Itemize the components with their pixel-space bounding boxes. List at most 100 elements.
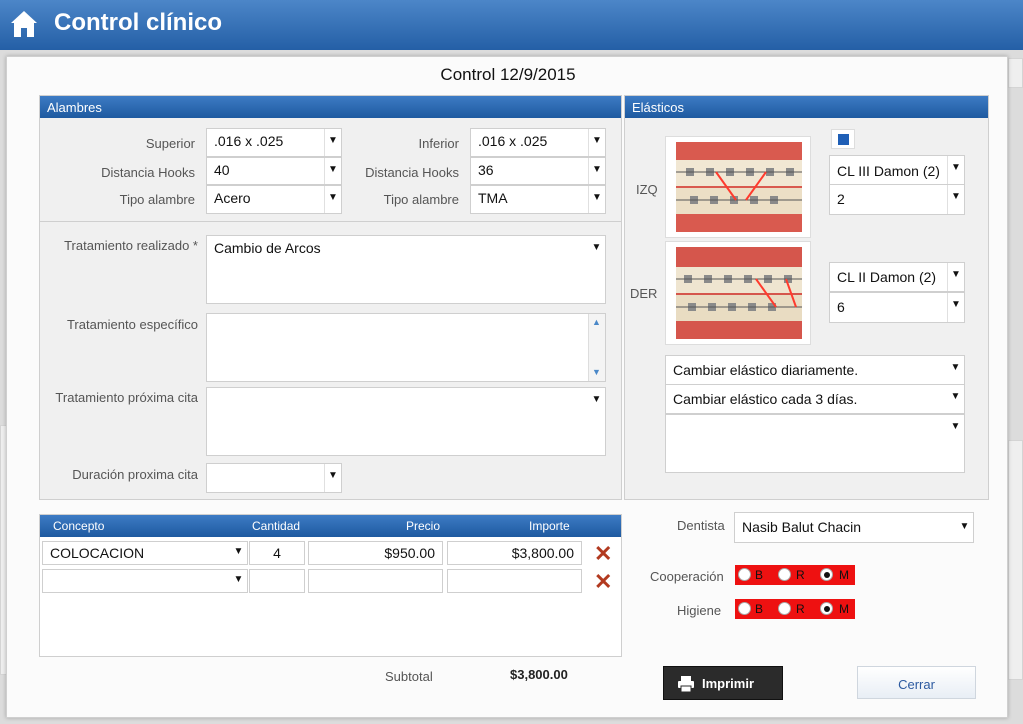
- izq-elastic-count-select[interactable]: 2 ▼: [829, 184, 965, 215]
- higiene-radio-b[interactable]: [738, 602, 751, 615]
- delete-row-icon[interactable]: ✕: [594, 541, 613, 566]
- color-toggle[interactable]: [831, 129, 855, 149]
- dropdown-arrow-icon: ▼: [947, 356, 964, 384]
- superior-label: Superior: [145, 136, 195, 151]
- delete-row-icon[interactable]: ✕: [594, 569, 613, 594]
- instruction-select-1[interactable]: Cambiar elástico diariamente. ▼: [665, 355, 965, 385]
- row2-cantidad-input[interactable]: [249, 569, 305, 593]
- trat-proxima-select[interactable]: ▼: [206, 387, 606, 456]
- dentista-select[interactable]: Nasib Balut Chacin ▼: [734, 512, 974, 543]
- row1-concepto-select[interactable]: COLOCACION ▼: [42, 541, 248, 565]
- background-panel: [1008, 440, 1023, 680]
- izq-photo[interactable]: [665, 136, 811, 238]
- tipo-inf-label: Tipo alambre: [383, 192, 459, 207]
- izq-label: IZQ: [636, 182, 658, 197]
- distancia-inf-select[interactable]: 36 ▼: [470, 157, 606, 185]
- der-photo[interactable]: [665, 241, 811, 345]
- dropdown-arrow-icon: ▼: [324, 129, 341, 156]
- dropdown-arrow-icon: ▼: [324, 464, 341, 492]
- square-icon: [838, 134, 849, 145]
- dentista-label: Dentista: [677, 518, 725, 533]
- scroll-up-icon[interactable]: ▲: [592, 317, 601, 327]
- cooperacion-radio-r[interactable]: [778, 568, 791, 581]
- subtotal-value: $3,800.00: [510, 667, 568, 682]
- dropdown-arrow-icon: ▼: [947, 263, 964, 291]
- cooperacion-radio-b[interactable]: [738, 568, 751, 581]
- dropdown-arrow-icon: ▼: [324, 186, 341, 213]
- der-elastic-type-select[interactable]: CL II Damon (2) ▼: [829, 262, 965, 292]
- row1-cantidad-input[interactable]: 4: [249, 541, 305, 565]
- table-header: Concepto Cantidad Precio Importe: [40, 515, 621, 537]
- col-concepto-header: Concepto: [53, 519, 105, 533]
- row2-importe-input[interactable]: [447, 569, 582, 593]
- row2-precio-input[interactable]: [308, 569, 443, 593]
- elasticos-header: Elásticos: [625, 96, 988, 118]
- distancia-sup-select[interactable]: 40 ▼: [206, 157, 342, 185]
- inferior-label: Inferior: [418, 136, 459, 151]
- cooperacion-label: Cooperación: [650, 569, 724, 584]
- print-button[interactable]: Imprimir: [663, 666, 783, 700]
- print-button-label: Imprimir: [702, 676, 755, 691]
- dropdown-arrow-icon: ▼: [947, 185, 964, 214]
- scrollbar[interactable]: ▲ ▼: [588, 314, 605, 381]
- der-elastic-count-select[interactable]: 6 ▼: [829, 292, 965, 323]
- instruction-select-2[interactable]: Cambiar elástico cada 3 días. ▼: [665, 384, 965, 414]
- close-button[interactable]: Cerrar: [857, 666, 976, 699]
- trat-realizado-select[interactable]: Cambio de Arcos ▼: [206, 235, 606, 304]
- dropdown-arrow-icon: ▼: [947, 415, 964, 472]
- higiene-radio-r[interactable]: [778, 602, 791, 615]
- subtotal-label: Subtotal: [385, 669, 433, 684]
- inferior-select[interactable]: .016 x .025 ▼: [470, 128, 606, 157]
- trat-especifico-label: Tratamiento específico: [66, 317, 198, 332]
- duracion-label: Duración proxima cita: [72, 467, 198, 482]
- dropdown-arrow-icon: ▼: [956, 513, 973, 542]
- distancia-inf-label: Distancia Hooks: [365, 165, 459, 180]
- izq-elastic-type-select[interactable]: CL III Damon (2) ▼: [829, 155, 965, 188]
- dropdown-arrow-icon: ▼: [588, 236, 605, 303]
- instruction-select-3[interactable]: ▼: [665, 414, 965, 473]
- radio-label-b: B: [755, 602, 764, 616]
- divider: [40, 221, 621, 222]
- app-title: Control clínico: [54, 9, 222, 36]
- radio-label-m: M: [839, 568, 849, 582]
- elasticos-panel: Elásticos IZQ DER: [624, 95, 989, 500]
- superior-select[interactable]: .016 x .025 ▼: [206, 128, 342, 157]
- dropdown-arrow-icon: ▼: [588, 388, 605, 455]
- cooperacion-radio-group: B R M: [735, 565, 855, 585]
- row1-importe-input[interactable]: $3,800.00: [447, 541, 582, 565]
- tipo-sup-label: Tipo alambre: [119, 192, 195, 207]
- dropdown-arrow-icon: ▼: [588, 186, 605, 213]
- tipo-sup-select[interactable]: Acero ▼: [206, 185, 342, 214]
- trat-especifico-textarea[interactable]: ▲ ▼: [206, 313, 606, 382]
- trat-realizado-label: Tratamiento realizado *: [64, 238, 198, 253]
- dropdown-arrow-icon: ▼: [230, 542, 247, 564]
- col-importe-header: Importe: [529, 519, 570, 533]
- dropdown-arrow-icon: ▼: [947, 156, 964, 187]
- dropdown-arrow-icon: ▼: [588, 158, 605, 184]
- trat-proxima-label: Tratamiento próxima cita: [55, 390, 198, 405]
- radio-label-r: R: [796, 568, 805, 582]
- higiene-radio-m[interactable]: [820, 602, 833, 615]
- tipo-inf-select[interactable]: TMA ▼: [470, 185, 606, 214]
- duracion-select[interactable]: ▼: [206, 463, 342, 493]
- radio-label-r: R: [796, 602, 805, 616]
- printer-icon: [678, 676, 694, 693]
- dropdown-arrow-icon: ▼: [324, 158, 341, 184]
- dropdown-arrow-icon: ▼: [947, 293, 964, 322]
- scroll-down-icon[interactable]: ▼: [592, 367, 601, 377]
- row1-precio-input[interactable]: $950.00: [308, 541, 443, 565]
- alambres-panel: Alambres Superior .016 x .025 ▼ Distancia…: [39, 95, 622, 500]
- row2-concepto-select[interactable]: ▼: [42, 569, 248, 593]
- home-icon[interactable]: [9, 9, 39, 39]
- der-label: DER: [630, 286, 658, 301]
- cooperacion-radio-m[interactable]: [820, 568, 833, 581]
- dropdown-arrow-icon: ▼: [230, 570, 247, 592]
- dialog-title: Control 12/9/2015: [440, 65, 576, 84]
- dropdown-arrow-icon: ▼: [588, 129, 605, 156]
- higiene-label: Higiene: [677, 603, 722, 618]
- dropdown-arrow-icon: ▼: [947, 385, 964, 413]
- col-precio-header: Precio: [406, 519, 441, 533]
- alambres-header: Alambres: [40, 96, 621, 118]
- background-panel: [1008, 58, 1023, 88]
- app-header: Control clínico: [0, 0, 1023, 50]
